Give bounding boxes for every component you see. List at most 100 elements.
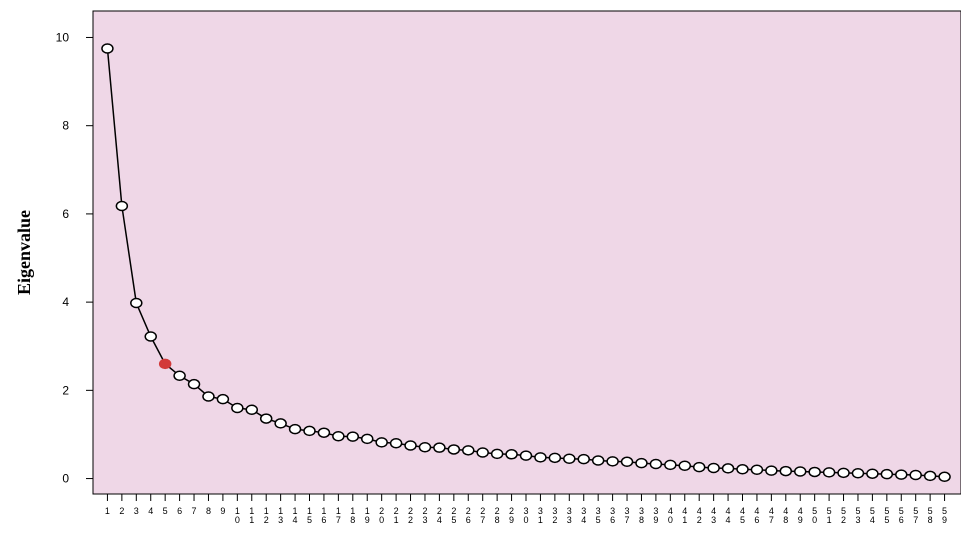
plot-area bbox=[92, 10, 961, 495]
data-point bbox=[505, 449, 518, 460]
data-point bbox=[822, 467, 836, 478]
data-point bbox=[577, 453, 590, 465]
data-point bbox=[115, 200, 129, 212]
x-tick-label: 9 bbox=[220, 506, 225, 516]
data-point bbox=[692, 461, 706, 473]
y-tick-label: 8 bbox=[62, 119, 69, 133]
x-tick-label: 8 bbox=[206, 506, 211, 516]
data-point bbox=[895, 469, 908, 480]
x-tick-label: 7 bbox=[192, 506, 197, 516]
series-layer bbox=[101, 43, 951, 483]
data-point bbox=[519, 450, 533, 461]
data-point bbox=[563, 453, 576, 464]
data-point bbox=[664, 459, 677, 471]
data-point bbox=[779, 465, 793, 477]
data-point bbox=[938, 471, 951, 483]
y-tick-label: 2 bbox=[62, 383, 69, 397]
data-point bbox=[534, 452, 547, 463]
data-point bbox=[880, 468, 894, 480]
y-tick-label: 10 bbox=[56, 30, 70, 44]
data-point bbox=[793, 466, 807, 477]
data-point bbox=[750, 464, 764, 475]
data-point bbox=[649, 458, 663, 470]
x-tick-label: 4 bbox=[148, 506, 153, 516]
data-point bbox=[866, 468, 879, 479]
y-axis-title: Eigenvalue bbox=[14, 210, 34, 295]
x-tick-label: 3 bbox=[134, 506, 139, 516]
data-point bbox=[202, 391, 215, 402]
y-tick-label: 0 bbox=[62, 472, 69, 486]
data-point bbox=[144, 331, 157, 342]
data-point bbox=[245, 404, 259, 416]
data-point bbox=[851, 468, 865, 479]
data-point bbox=[476, 447, 489, 458]
data-point bbox=[447, 444, 461, 455]
data-point bbox=[418, 441, 432, 453]
data-point bbox=[303, 425, 316, 437]
data-point bbox=[231, 402, 244, 414]
y-tick-label: 4 bbox=[62, 295, 69, 309]
data-point bbox=[346, 431, 360, 442]
data-point bbox=[389, 438, 403, 449]
data-point bbox=[274, 418, 287, 429]
x-tick-label: 6 bbox=[177, 506, 182, 516]
data-point bbox=[591, 455, 605, 466]
data-point bbox=[173, 370, 186, 382]
data-point bbox=[130, 297, 143, 309]
data-point bbox=[808, 466, 821, 478]
data-point bbox=[317, 427, 331, 438]
data-point bbox=[923, 470, 937, 482]
data-point bbox=[187, 378, 201, 390]
data-point bbox=[909, 469, 922, 481]
x-axis: 1 2 3 4 5 6 7 8 9 1 01 11 21 31 41 51 61 71 81 92 02 12 22 32 42… bbox=[105, 494, 947, 525]
x-tick-label: 1 bbox=[105, 506, 110, 516]
x-tick-label: 2 bbox=[119, 506, 124, 516]
data-point bbox=[462, 445, 475, 456]
data-point bbox=[606, 456, 619, 467]
data-point bbox=[678, 460, 692, 472]
data-point bbox=[548, 452, 562, 464]
data-point bbox=[360, 433, 374, 445]
data-point bbox=[707, 462, 720, 474]
data-point bbox=[332, 430, 345, 442]
highlighted-data-point bbox=[158, 358, 172, 370]
y-tick-label: 6 bbox=[62, 207, 69, 221]
